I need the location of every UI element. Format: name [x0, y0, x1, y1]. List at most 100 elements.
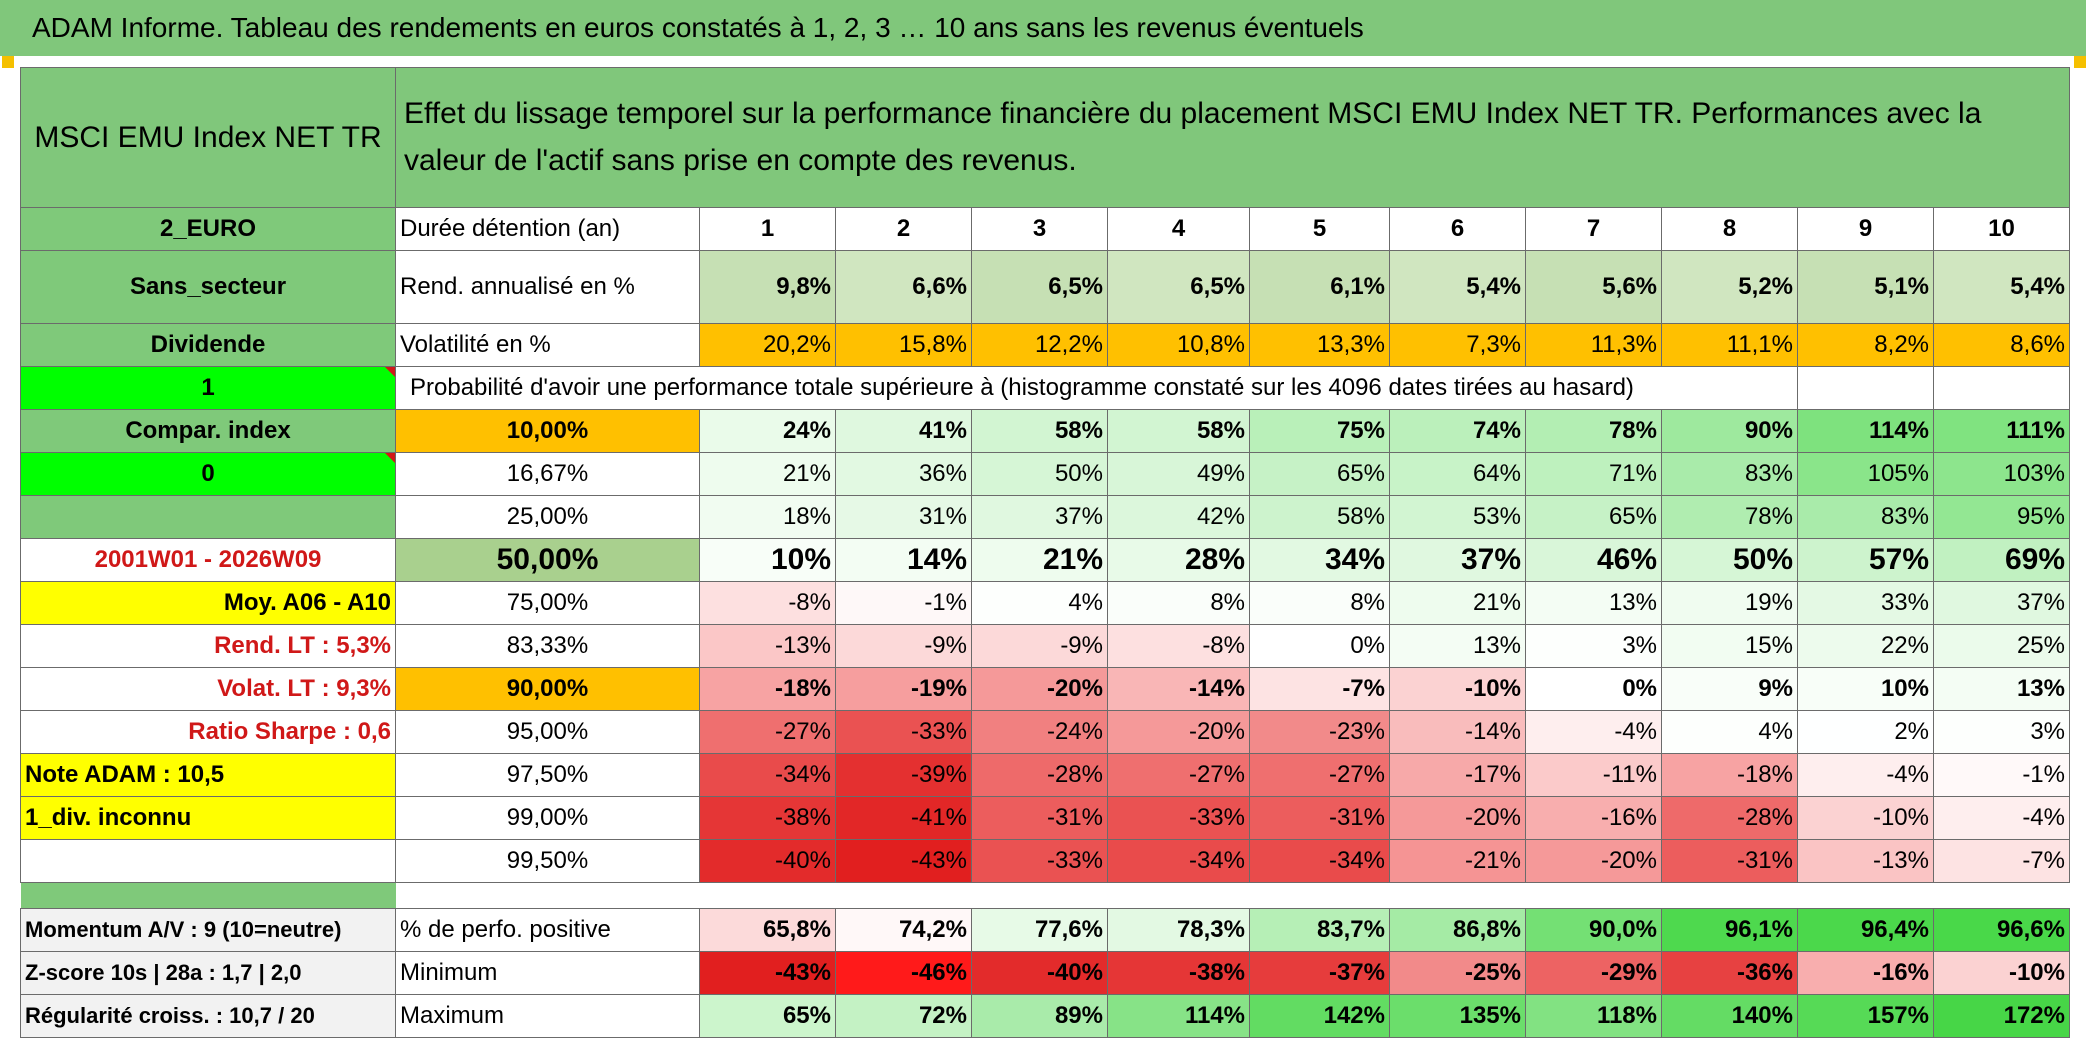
percentile-value: -23%	[1249, 710, 1390, 754]
percentile-value: 3%	[1525, 624, 1662, 668]
period-cell: 2001W01 - 2026W09	[20, 538, 396, 582]
percentile-value: -20%	[1107, 710, 1250, 754]
maximum-value: 118%	[1525, 994, 1662, 1038]
year-header: 9	[1797, 207, 1934, 251]
percentile-value: 28%	[1107, 538, 1250, 582]
percentile-value: 33%	[1797, 581, 1934, 625]
rend-value: 6,5%	[971, 250, 1108, 324]
percentile-value: 9%	[1661, 667, 1798, 711]
percentile-value: -27%	[1249, 753, 1390, 797]
regularite-cell: Régularité croiss. : 10,7 / 20	[20, 994, 396, 1038]
minimum-value: -16%	[1797, 951, 1934, 995]
momentum-cell: Momentum A/V : 9 (10=neutre)	[20, 908, 396, 952]
positive-value: 96,1%	[1661, 908, 1798, 952]
percentile-value: 105%	[1797, 452, 1934, 496]
percentile-value: 8%	[1107, 581, 1250, 625]
spacer-cell	[396, 883, 2070, 909]
maximum-value: 65%	[699, 994, 836, 1038]
rend-value: 6,1%	[1249, 250, 1390, 324]
rend-value: 5,2%	[1661, 250, 1798, 324]
volat-value: 8,6%	[1933, 323, 2070, 367]
maximum-value: 157%	[1797, 994, 1934, 1038]
empty-cell	[1933, 366, 2070, 410]
percentile-value: -18%	[1661, 753, 1798, 797]
percentile-value: -40%	[699, 839, 836, 883]
percentile-value: 58%	[1249, 495, 1390, 539]
corner-marker	[2, 56, 14, 68]
percentile-value: -9%	[835, 624, 972, 668]
percentile-label: 99,50%	[395, 839, 700, 883]
positive-value: 96,4%	[1797, 908, 1934, 952]
positive-value: 65,8%	[699, 908, 836, 952]
percentile-value: 49%	[1107, 452, 1250, 496]
percentile-value: 14%	[835, 538, 972, 582]
year-header: 7	[1525, 207, 1662, 251]
volat-value: 11,3%	[1525, 323, 1662, 367]
positive-value: 86,8%	[1389, 908, 1526, 952]
blank-cell	[20, 495, 396, 539]
percentile-value: -31%	[971, 796, 1108, 840]
volat-value: 15,8%	[835, 323, 972, 367]
percentile-value: 65%	[1249, 452, 1390, 496]
percentile-value: 57%	[1797, 538, 1934, 582]
percentile-value: 21%	[699, 452, 836, 496]
spacer-cell	[20, 882, 396, 909]
percentile-value: -28%	[1661, 796, 1798, 840]
year-header: 4	[1107, 207, 1250, 251]
percentile-value: 10%	[699, 538, 836, 582]
rend-value: 5,4%	[1389, 250, 1526, 324]
percentile-value: 58%	[971, 409, 1108, 453]
positive-value: 74,2%	[835, 908, 972, 952]
percentile-value: -9%	[971, 624, 1108, 668]
percentile-label: 10,00%	[395, 409, 700, 453]
percentile-value: -34%	[1249, 839, 1390, 883]
year-header: 2	[835, 207, 972, 251]
rend-value: 6,5%	[1107, 250, 1250, 324]
percentile-value: -33%	[971, 839, 1108, 883]
percentile-value: -19%	[835, 667, 972, 711]
percentile-value: -27%	[699, 710, 836, 754]
percentile-value: 71%	[1525, 452, 1662, 496]
index-name-cell: MSCI EMU Index NET TR	[20, 67, 396, 208]
percentile-value: 42%	[1107, 495, 1250, 539]
minimum-value: -36%	[1661, 951, 1798, 995]
percentile-value: -13%	[1797, 839, 1934, 883]
percentile-value: 21%	[1389, 581, 1526, 625]
percentile-label: 99,00%	[395, 796, 700, 840]
percentile-label: 25,00%	[395, 495, 700, 539]
maximum-value: 72%	[835, 994, 972, 1038]
percentile-value: 13%	[1933, 667, 2070, 711]
minimum-label: Minimum	[395, 951, 700, 995]
performance-table: MSCI EMU Index NET TR Effet du lissage t…	[20, 67, 2070, 1038]
percentile-value: 4%	[971, 581, 1108, 625]
percentile-value: 34%	[1249, 538, 1390, 582]
maximum-value: 114%	[1107, 994, 1250, 1038]
volat-label: Volatilité en %	[395, 323, 700, 367]
minimum-value: -43%	[699, 951, 836, 995]
div-cell: 1_div. inconnu	[20, 796, 396, 840]
corner-marker	[2074, 56, 2086, 68]
volat-value: 10,8%	[1107, 323, 1250, 367]
percentile-value: 78%	[1525, 409, 1662, 453]
percentile-value: -7%	[1933, 839, 2070, 883]
percentile-value: -1%	[835, 581, 972, 625]
percentile-value: 21%	[971, 538, 1108, 582]
rend-value: 5,1%	[1797, 250, 1934, 324]
percentile-value: -1%	[1933, 753, 2070, 797]
maximum-value: 142%	[1249, 994, 1390, 1038]
percentile-value: 37%	[971, 495, 1108, 539]
percentile-value: -31%	[1249, 796, 1390, 840]
percentile-value: -34%	[1107, 839, 1250, 883]
minimum-value: -46%	[835, 951, 972, 995]
percentile-value: -17%	[1389, 753, 1526, 797]
note-cell: Note ADAM : 10,5	[20, 753, 396, 797]
year-header: 1	[699, 207, 836, 251]
percentile-value: 22%	[1797, 624, 1934, 668]
zscore-cell: Z-score 10s | 28a : 1,7 | 2,0	[20, 951, 396, 995]
sharpe-cell: Ratio Sharpe : 0,6	[20, 710, 396, 754]
positive-value: 90,0%	[1525, 908, 1662, 952]
blank-cell	[20, 839, 396, 883]
rend-label: Rend. annualisé en %	[395, 250, 700, 324]
volat-value: 13,3%	[1249, 323, 1390, 367]
percentile-value: 0%	[1525, 667, 1662, 711]
